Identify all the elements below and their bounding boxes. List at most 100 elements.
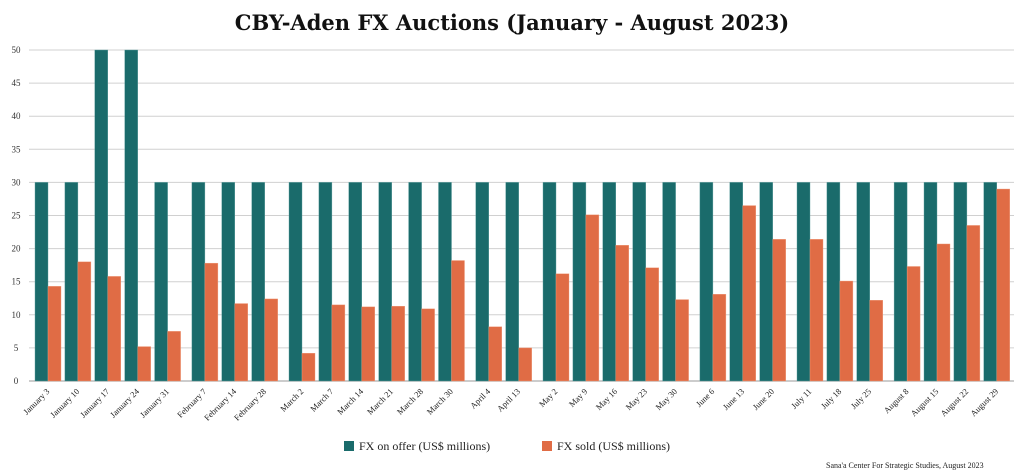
bar-fx-sold (518, 347, 532, 382)
y-tick-label: 5 (14, 343, 19, 353)
bar-fx-offer (953, 182, 968, 382)
x-tick-label: August 29 (968, 386, 1000, 418)
bar-fx-sold (421, 308, 435, 382)
bar-fx-offer (251, 182, 265, 382)
x-tick-label: July 18 (819, 386, 844, 411)
bar-fx-offer (983, 182, 997, 382)
bar-fx-offer (348, 182, 362, 382)
x-tick-label: January 31 (138, 386, 171, 419)
bar-fx-sold (712, 294, 727, 382)
x-tick-label: July 25 (849, 386, 874, 411)
bar-fx-offer (94, 49, 109, 382)
x-tick-label: May 16 (594, 386, 620, 412)
bar-fx-offer (856, 182, 870, 382)
bar-fx-offer (191, 182, 206, 382)
x-tick-label: March 30 (425, 386, 455, 416)
bar-fx-offer (154, 182, 168, 382)
legend-swatch-offer (344, 441, 354, 451)
x-tick-label: March 28 (395, 386, 425, 416)
bar-fx-sold (675, 299, 689, 382)
x-tick-label: June 13 (721, 386, 747, 412)
bar-fx-sold (451, 260, 465, 382)
bar-fx-offer (602, 182, 616, 382)
x-tick-label: March 21 (365, 386, 395, 416)
y-tick-label: 30 (12, 177, 22, 187)
bar-fx-offer (34, 182, 49, 382)
legend-label-sold: FX sold (US$ millions) (557, 439, 670, 453)
bar-fx-sold (391, 305, 405, 382)
bar-fx-offer (378, 182, 392, 382)
bar-fx-offer (632, 182, 646, 382)
y-tick-label: 25 (12, 211, 22, 221)
x-tick-label: June 20 (751, 386, 777, 412)
x-tick-label: August 8 (882, 386, 911, 415)
bar-fx-offer (923, 182, 938, 382)
legend: FX on offer (US$ millions) FX sold (US$ … (344, 439, 670, 453)
legend-swatch-sold (542, 441, 552, 451)
bar-fx-offer (64, 182, 79, 382)
bar-fx-sold (77, 261, 92, 382)
bar-fx-sold (839, 280, 854, 382)
x-tick-label: April 13 (495, 386, 522, 413)
bar-fx-offer (699, 182, 714, 382)
bar-fx-sold (488, 326, 502, 382)
legend-label-offer: FX on offer (US$ millions) (359, 439, 490, 453)
x-tick-label: January 24 (108, 386, 142, 420)
bar-fx-sold (772, 239, 786, 382)
x-tick-label: February 28 (232, 386, 268, 422)
y-tick-label: 20 (12, 244, 22, 254)
bar-fx-sold (615, 245, 629, 382)
bar-fx-sold (107, 276, 122, 382)
bar-fx-offer (662, 182, 676, 382)
y-tick-label: 0 (14, 376, 19, 386)
x-tick-label: March 14 (335, 386, 366, 417)
bar-fx-offer (505, 182, 519, 382)
x-tick-label: January 10 (48, 386, 81, 419)
x-tick-label: May 9 (567, 386, 590, 409)
bar-fx-sold (936, 243, 951, 382)
y-tick-label: 10 (12, 310, 22, 320)
x-tick-label: April 4 (468, 386, 493, 411)
bar-fx-sold (331, 304, 346, 382)
bar-fx-offer (475, 182, 489, 382)
bar-fx-sold (301, 352, 316, 382)
bar-fx-sold (809, 239, 824, 382)
bars (34, 49, 1010, 382)
bar-fx-sold (204, 262, 219, 382)
x-tick-label: January 17 (78, 386, 111, 419)
bar-fx-sold (234, 303, 249, 382)
y-tick-label: 35 (12, 144, 22, 154)
bar-fx-sold (869, 300, 883, 382)
bar-fx-offer (796, 182, 811, 382)
bar-fx-offer (893, 182, 908, 382)
bar-fx-offer (318, 182, 333, 382)
y-tick-label: 45 (12, 78, 22, 88)
x-tick-label: August 22 (938, 386, 970, 418)
bar-fx-offer (288, 182, 303, 382)
bar-fx-sold (555, 273, 570, 382)
bar-fx-offer (542, 182, 557, 382)
bar-fx-offer (408, 182, 422, 382)
x-tick-label: August 15 (908, 386, 940, 418)
bar-fx-offer (572, 182, 587, 382)
bar-fx-sold (137, 346, 151, 382)
bar-fx-sold (264, 298, 278, 382)
bar-fx-offer (221, 182, 236, 382)
bar-fx-sold (966, 225, 981, 382)
x-tick-label: July 11 (789, 386, 813, 410)
bar-fx-offer (438, 182, 452, 382)
x-tick-label: March 2 (278, 386, 305, 413)
x-tick-label: May 2 (537, 386, 560, 409)
x-tick-label: March 7 (308, 386, 335, 413)
bar-fx-sold (742, 205, 756, 382)
bar-fx-offer (124, 49, 138, 382)
bar-fx-sold (645, 267, 659, 382)
x-tick-label: June 6 (694, 386, 717, 409)
x-tick-label: January 3 (21, 386, 51, 416)
y-tick-label: 15 (12, 277, 22, 287)
bar-fx-offer (826, 182, 841, 382)
chart-title: CBY-Aden FX Auctions (January - August 2… (235, 10, 790, 35)
bar-fx-sold (585, 214, 600, 382)
